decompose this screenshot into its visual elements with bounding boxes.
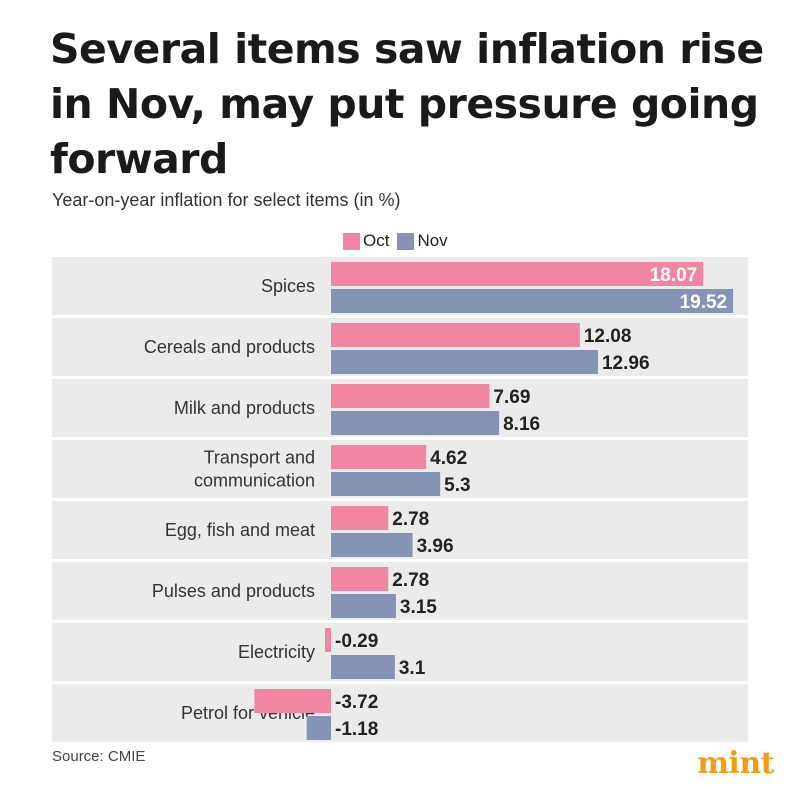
data-label-nov: 19.52 [680,292,728,313]
row-background [52,623,748,681]
data-label-nov: 3.96 [417,536,454,557]
data-label-nov: 5.3 [444,475,470,496]
category-label: Pulses and products [152,581,315,601]
legend-label-nov: Nov [417,231,448,250]
category-label: Spices [261,276,315,296]
category-label: Transport and [204,448,315,468]
category-label: Electricity [238,642,315,662]
legend-swatch-oct [343,232,360,250]
data-label-oct: 4.62 [430,448,467,469]
bar-oct [254,689,331,713]
category-label: communication [194,471,315,491]
data-label-oct: -0.29 [335,631,378,652]
data-label-nov: -1.18 [335,719,378,740]
legend-item-oct: Oct [343,231,389,251]
bar-nov [331,289,734,313]
bar-nov [331,655,395,679]
bar-oct [331,567,389,591]
bar-nov [331,472,441,496]
bar-nov [306,716,331,740]
data-label-nov: 3.15 [400,597,437,618]
data-label-oct: 18.07 [650,265,698,286]
bar-oct [331,262,704,286]
bar-oct [331,445,427,469]
bar-nov [331,533,413,557]
data-label-nov: 3.1 [399,658,426,679]
bar-oct [331,506,389,530]
data-label-oct: 7.69 [493,387,530,408]
bar-oct [331,384,490,408]
row-background [52,562,748,620]
category-label: Cereals and products [144,337,315,357]
bar-oct [325,628,331,652]
chart-subtitle: Year-on-year inflation for select items … [52,190,401,210]
chart-title: Several items saw inflation rise in Nov,… [50,25,764,183]
category-label: Milk and products [174,398,315,418]
bar-nov [331,594,396,618]
data-label-oct: 12.08 [584,326,632,347]
legend-item-nov: Nov [397,231,448,251]
data-label-nov: 8.16 [503,414,540,435]
legend-swatch-nov [397,232,415,250]
bar-oct [331,323,580,347]
bar-nov [331,350,598,374]
mint-logo: mint [697,746,774,781]
legend: Oct Nov [343,231,456,251]
bar-nov [331,411,500,435]
data-label-oct: -3.72 [335,692,378,713]
source-note: Source: CMIE [52,748,146,765]
data-label-oct: 2.78 [392,509,429,530]
data-label-oct: 2.78 [392,570,429,591]
row-background [52,684,748,742]
data-label-nov: 12.96 [602,353,650,374]
legend-label-oct: Oct [363,231,390,250]
category-label: Egg, fish and meat [165,520,315,540]
